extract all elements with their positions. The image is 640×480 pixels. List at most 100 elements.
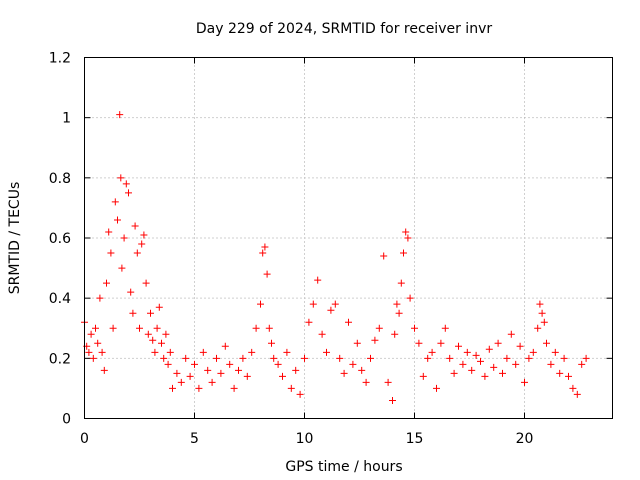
data-point: [114, 216, 121, 224]
data-point: [131, 222, 139, 230]
data-point: [239, 354, 247, 362]
data-point: [336, 354, 344, 362]
data-point: [481, 372, 489, 380]
data-point: [309, 300, 317, 308]
data-point: [540, 318, 548, 326]
data-point: [103, 279, 110, 287]
data-point: [538, 309, 546, 317]
data-point: [129, 309, 137, 317]
data-point: [428, 348, 436, 356]
data-point: [437, 339, 445, 347]
data-point: [177, 378, 185, 386]
data-point: [230, 384, 238, 392]
data-point: [301, 354, 308, 362]
data-point: [415, 339, 423, 347]
data-point: [261, 243, 269, 251]
data-point: [556, 369, 564, 377]
data-point: [560, 354, 568, 362]
data-point: [525, 354, 533, 362]
data-point: [140, 231, 148, 239]
y-tick-label: 0.8: [49, 171, 71, 187]
data-point: [263, 270, 271, 278]
data-point: [120, 234, 128, 242]
data-point: [384, 378, 392, 386]
data-point: [147, 309, 154, 317]
data-point: [89, 354, 97, 362]
data-point: [164, 360, 172, 368]
data-point: [144, 330, 152, 338]
data-point: [98, 348, 106, 356]
data-point: [380, 252, 388, 260]
data-point: [287, 384, 295, 392]
data-point: [117, 174, 125, 182]
data-point: [257, 300, 264, 308]
data-point: [551, 348, 559, 356]
data-point: [283, 348, 291, 356]
data-point: [573, 390, 581, 398]
data-point: [268, 339, 275, 347]
data-point: [419, 372, 427, 380]
data-point: [296, 390, 304, 398]
data-point: [494, 339, 502, 347]
data-point: [199, 348, 207, 356]
data-point: [404, 234, 412, 242]
data-point: [468, 366, 476, 374]
data-point: [259, 249, 267, 257]
data-point: [274, 360, 282, 368]
data-point: [499, 369, 506, 377]
y-tick-label: 0.2: [49, 351, 71, 367]
data-point: [127, 288, 135, 296]
data-point: [340, 369, 348, 377]
data-point: [327, 306, 335, 314]
y-tick-label: 0: [62, 412, 71, 428]
data-point: [204, 366, 212, 374]
data-point: [323, 348, 330, 356]
data-point: [149, 336, 157, 344]
data-point: [391, 330, 399, 338]
data-point: [477, 357, 484, 365]
data-point: [331, 300, 339, 308]
data-point: [169, 384, 176, 392]
x-tick-label: 0: [80, 431, 89, 447]
data-point: [362, 378, 370, 386]
axis-ticks: 0 0.2 0.4 0.6 0.8 1 1.2 0 5 10 15 20: [49, 51, 613, 447]
data-point: [367, 354, 374, 362]
data-point: [243, 372, 251, 380]
data-point: [235, 366, 242, 374]
data-point: [389, 396, 396, 404]
data-point: [395, 309, 403, 317]
data-point: [314, 276, 322, 284]
data-point: [292, 366, 300, 374]
data-point: [411, 324, 418, 332]
data-point: [472, 351, 480, 359]
data-point: [265, 324, 273, 332]
data-point: [182, 354, 190, 362]
data-point: [305, 318, 313, 326]
data-point: [158, 339, 165, 347]
y-tick-label: 0.4: [49, 291, 71, 307]
data-point: [536, 300, 544, 308]
y-tick-label: 1.2: [49, 51, 71, 67]
y-axis-label: SRMTID / TECUs: [7, 182, 23, 295]
x-tick-label: 15: [406, 431, 424, 447]
data-point: [213, 354, 220, 362]
data-point: [85, 348, 93, 356]
plot-frame: [84, 57, 613, 419]
data-point: [485, 345, 493, 353]
chart-title: Day 229 of 2024, SRMTID for receiver inv…: [196, 21, 492, 37]
data-point: [393, 300, 401, 308]
data-point: [450, 369, 458, 377]
data-point: [345, 318, 352, 326]
data-point: [133, 249, 141, 257]
data-point: [397, 279, 405, 287]
data-point: [248, 348, 256, 356]
data-point: [87, 330, 95, 338]
data-points: [81, 111, 590, 404]
data-point: [490, 363, 498, 371]
data-point: [446, 354, 454, 362]
data-point: [111, 198, 119, 206]
data-point: [455, 342, 462, 350]
data-point: [107, 249, 115, 257]
data-point: [543, 339, 550, 347]
